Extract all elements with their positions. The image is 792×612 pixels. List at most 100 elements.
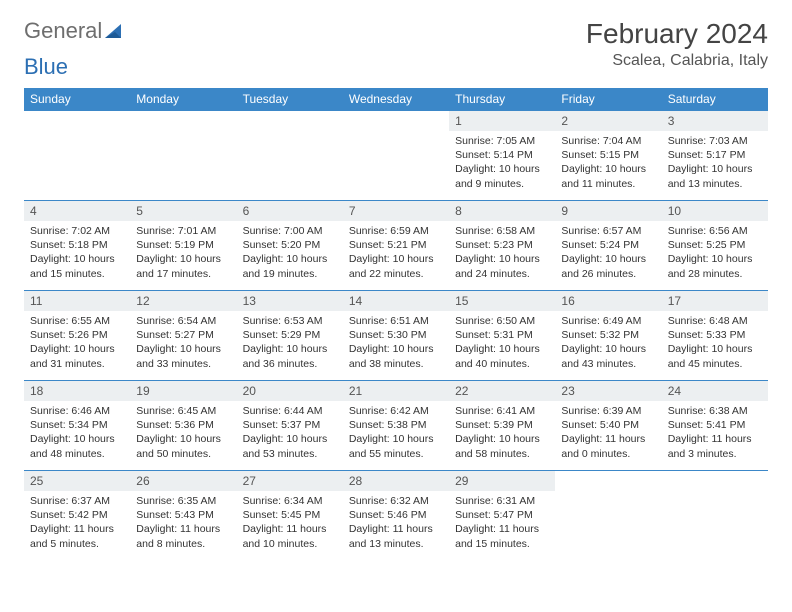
day-details: Sunrise: 6:50 AMSunset: 5:31 PMDaylight:…	[449, 311, 555, 375]
sunset-line: Sunset: 5:41 PM	[668, 419, 746, 431]
sunrise-line: Sunrise: 6:55 AM	[30, 315, 110, 327]
day-number: 3	[662, 111, 768, 131]
day-details: Sunrise: 6:58 AM Sunset: 5:23 PM Daylight:…	[449, 221, 555, 285]
calendar-day-cell: 8Sunrise: 6:58 AMSunset: 5:23 PMDaylight…	[449, 201, 555, 291]
sunset-line: Sunset: 5:42 PM	[30, 509, 108, 521]
sunset-line: Sunset: 5:15 PM	[561, 149, 639, 161]
sunset-line: Sunset: 5:36 PM	[136, 419, 214, 431]
day-details: Sunrise: 7:03 AMSunset: 5:17 PMDaylight:…	[662, 131, 768, 195]
calendar-table: Sunday Monday Tuesday Wednesday Thursday…	[24, 88, 768, 561]
calendar-week-row: 25Sunrise: 6:37 AMSunset: 5:42 PMDayligh…	[24, 471, 768, 561]
day-number: 6	[237, 201, 343, 221]
day-details: Sunrise: 7:05 AMSunset: 5:14 PMDaylight:…	[449, 131, 555, 195]
day-number: 20	[237, 381, 343, 401]
sunset-line: Sunset: 5:31 PM	[455, 329, 533, 341]
day-number: 12	[130, 291, 236, 311]
sunset-line: Sunset: 5:33 PM	[668, 329, 746, 341]
calendar-day-cell: 4Sunrise: 7:02 AMSunset: 5:18 PMDaylight…	[24, 201, 130, 291]
page-title: February 2024	[586, 18, 768, 50]
calendar-day-cell: 7Sunrise: 6:59 AMSunset: 5:21 PMDaylight…	[343, 201, 449, 291]
calendar-day-cell: 21Sunrise: 6:42 AMSunset: 5:38 PMDayligh…	[343, 381, 449, 471]
sunset-line: Sunset: 5:26 PM	[30, 329, 108, 341]
day-details: Sunrise: 6:56 AMSunset: 5:25 PMDaylight:…	[662, 221, 768, 285]
daylight-line: Daylight: 10 hours and 43 minutes.	[561, 343, 646, 369]
daylight-line: Daylight: 10 hours and 24 minutes.	[455, 253, 540, 279]
day-details: Sunrise: 6:42 AMSunset: 5:38 PMDaylight:…	[343, 401, 449, 465]
sunset-line: Sunset: 5:37 PM	[243, 419, 321, 431]
brand-logo: General	[24, 18, 126, 44]
daylight-line: Daylight: 10 hours and 11 minutes.	[561, 163, 646, 189]
day-number: 28	[343, 471, 449, 491]
sunrise-line: Sunrise: 6:45 AM	[136, 405, 216, 417]
sunrise-line: Sunrise: 6:34 AM	[243, 495, 323, 507]
sunrise-line: Sunrise: 6:54 AM	[136, 315, 216, 327]
brand-word-1: General	[24, 18, 102, 44]
day-number: 15	[449, 291, 555, 311]
calendar-day-cell: 27Sunrise: 6:34 AMSunset: 5:45 PMDayligh…	[237, 471, 343, 561]
sunset-line: Sunset: 5:30 PM	[349, 329, 427, 341]
calendar-day-cell: 10Sunrise: 6:56 AMSunset: 5:25 PMDayligh…	[662, 201, 768, 291]
daylight-line: Daylight: 10 hours and 36 minutes.	[243, 343, 328, 369]
day-details: Sunrise: 6:38 AM Sunset: 5:41 PM Daylight:…	[662, 401, 768, 465]
sunset-line: Sunset: 5:25 PM	[668, 239, 746, 251]
sunrise-line: Sunrise: 7:02 AM	[30, 225, 110, 237]
sunrise-line: Sunrise: 6:44 AM	[243, 405, 323, 417]
day-number: 4	[24, 201, 130, 221]
weekday-header: Thursday	[449, 88, 555, 111]
sunrise-line: Sunrise: 6:38 AM	[668, 405, 748, 417]
sunrise-line: Sunrise: 6:57 AM	[561, 225, 641, 237]
sunrise-line: Sunrise: 7:01 AM	[136, 225, 216, 237]
day-number: 1	[449, 111, 555, 131]
day-number: 27	[237, 471, 343, 491]
calendar-day-cell: ..	[555, 471, 661, 561]
sunset-line: Sunset: 5:17 PM	[668, 149, 746, 161]
day-number: 5	[130, 201, 236, 221]
day-details: Sunrise: 6:46 AMSunset: 5:34 PMDaylight:…	[24, 401, 130, 465]
calendar-week-row: 4 Sunrise: 7:02 AM Sunset: 5:18 PM Daylight…	[24, 201, 768, 291]
day-number: 21	[343, 381, 449, 401]
calendar-body: ........1Sunrise: 7:05 AMSunset: 5:14 PM…	[24, 111, 768, 561]
day-number: 29	[449, 471, 555, 491]
sunrise-line: Sunrise: 6:58 AM	[455, 225, 535, 237]
calendar-day-cell: 22Sunrise: 6:41 AMSunset: 5:39 PMDayligh…	[449, 381, 555, 471]
sunset-line: Sunset: 5:21 PM	[349, 239, 427, 251]
daylight-line: Daylight: 10 hours and 26 minutes.	[561, 253, 646, 279]
calendar-day-cell: 6Sunrise: 7:00 AMSunset: 5:20 PMDaylight…	[237, 201, 343, 291]
daylight-line: Daylight: 10 hours and 28 minutes.	[668, 253, 753, 279]
day-details: Sunrise: 6:32 AMSunset: 5:46 PMDaylight:…	[343, 491, 449, 555]
day-details: Sunrise: 6:31 AMSunset: 5:47 PMDaylight:…	[449, 491, 555, 555]
calendar-week-row: ........1Sunrise: 7:05 AMSunset: 5:14 PM…	[24, 111, 768, 201]
sunset-line: Sunset: 5:43 PM	[136, 509, 214, 521]
sunset-line: Sunset: 5:40 PM	[561, 419, 639, 431]
sunrise-line: Sunrise: 6:31 AM	[455, 495, 535, 507]
sunset-line: Sunset: 5:29 PM	[243, 329, 321, 341]
calendar-day-cell: ..	[237, 111, 343, 201]
calendar-day-cell: 3Sunrise: 7:03 AMSunset: 5:17 PMDaylight…	[662, 111, 768, 201]
day-details: Sunrise: 6:48 AMSunset: 5:33 PMDaylight:…	[662, 311, 768, 375]
day-details: Sunrise: 6:51 AMSunset: 5:30 PMDaylight:…	[343, 311, 449, 375]
calendar-day-cell: 20 Sunrise: 6:44 AM Sunset: 5:37 PM Dayligh…	[237, 381, 343, 471]
weekday-header: Sunday	[24, 88, 130, 111]
brand-triangle-icon	[105, 22, 125, 40]
daylight-line: Daylight: 10 hours and 53 minutes.	[243, 433, 328, 459]
day-number: 10	[662, 201, 768, 221]
sunset-line: Sunset: 5:19 PM	[136, 239, 214, 251]
day-details: Sunrise: 6:44 AM Sunset: 5:37 PM Daylight:…	[237, 401, 343, 465]
daylight-line: Daylight: 10 hours and 55 minutes.	[349, 433, 434, 459]
daylight-line: Daylight: 10 hours and 40 minutes.	[455, 343, 540, 369]
sunrise-line: Sunrise: 6:37 AM	[30, 495, 110, 507]
day-details: Sunrise: 7:00 AMSunset: 5:20 PMDaylight:…	[237, 221, 343, 285]
sunrise-line: Sunrise: 6:49 AM	[561, 315, 641, 327]
sunset-line: Sunset: 5:18 PM	[30, 239, 108, 251]
calendar-day-cell: 17Sunrise: 6:48 AMSunset: 5:33 PMDayligh…	[662, 291, 768, 381]
daylight-line: Daylight: 11 hours and 3 minutes.	[668, 433, 752, 459]
sunrise-line: Sunrise: 6:35 AM	[136, 495, 216, 507]
sunset-line: Sunset: 5:23 PM	[455, 239, 533, 251]
day-details: Sunrise: 6:49 AMSunset: 5:32 PMDaylight:…	[555, 311, 661, 375]
calendar-day-cell: ..	[24, 111, 130, 201]
daylight-line: Daylight: 10 hours and 22 minutes.	[349, 253, 434, 279]
sunrise-line: Sunrise: 7:04 AM	[561, 135, 641, 147]
calendar-day-cell: 16Sunrise: 6:49 AMSunset: 5:32 PMDayligh…	[555, 291, 661, 381]
calendar-day-cell: 9Sunrise: 6:57 AMSunset: 5:24 PMDaylight…	[555, 201, 661, 291]
weekday-header: Friday	[555, 88, 661, 111]
